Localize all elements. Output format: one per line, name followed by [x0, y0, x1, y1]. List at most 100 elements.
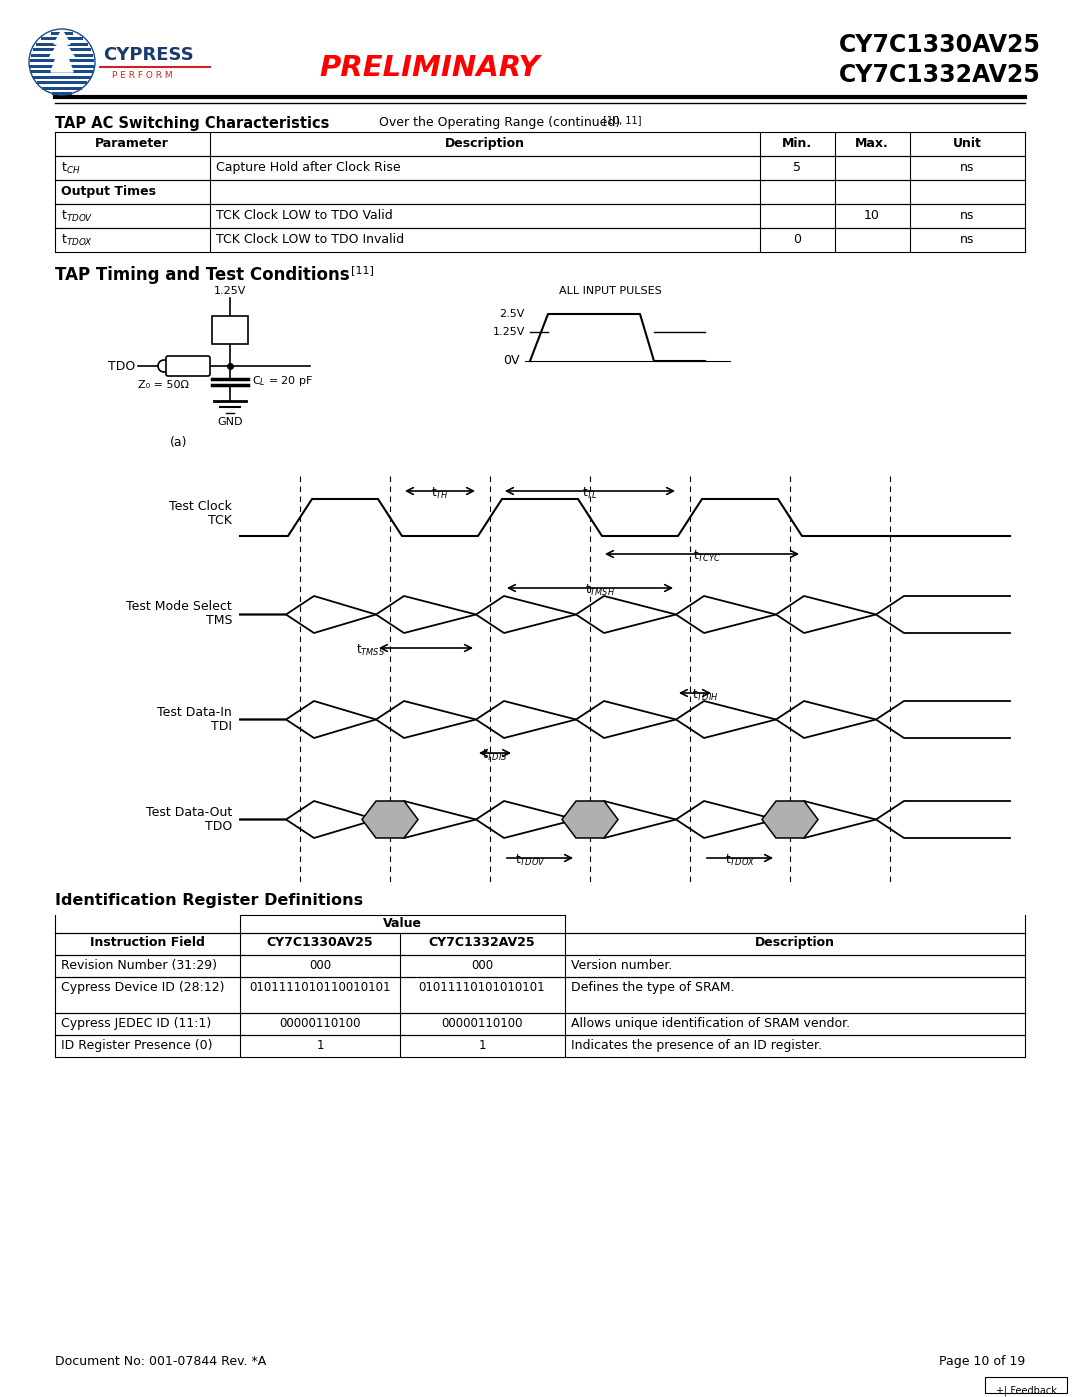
Text: P E R F O R M: P E R F O R M [112, 70, 173, 80]
Text: GND: GND [217, 416, 243, 427]
Text: Test Clock: Test Clock [170, 500, 232, 514]
Bar [37, 42, 87, 46]
Text: t$_{TDOX}$: t$_{TDOX}$ [60, 233, 93, 249]
Text: t$_{TCYC}$: t$_{TCYC}$ [693, 549, 721, 564]
Text: Capture Hold after Clock Rise: Capture Hold after Clock Rise [216, 161, 401, 175]
Text: CYPRESS: CYPRESS [103, 46, 193, 64]
Bar [51, 32, 73, 35]
Text: Description: Description [755, 936, 835, 949]
Text: Cypress JEDEC ID (11:1): Cypress JEDEC ID (11:1) [60, 1017, 212, 1030]
Polygon shape [562, 800, 618, 838]
Polygon shape [762, 800, 818, 838]
Polygon shape [362, 800, 418, 838]
Text: 2.5V: 2.5V [500, 309, 525, 319]
Text: t$_{TH}$: t$_{TH}$ [431, 486, 449, 502]
Text: 0V: 0V [503, 355, 519, 367]
Text: 1.25V: 1.25V [214, 286, 246, 296]
Text: Instruction Field: Instruction Field [90, 936, 204, 949]
Text: CY7C1330AV25: CY7C1330AV25 [839, 34, 1041, 57]
Bar [31, 53, 93, 56]
Text: 01011110101010101: 01011110101010101 [419, 981, 545, 995]
Text: ns: ns [960, 210, 974, 222]
Text: Document No: 001-07844 Rev. *A: Document No: 001-07844 Rev. *A [55, 1355, 267, 1368]
Text: Cypress Device ID (28:12): Cypress Device ID (28:12) [60, 981, 225, 995]
Text: 1.25V: 1.25V [492, 327, 525, 337]
Bar [30, 64, 94, 67]
Text: PRELIMINARY: PRELIMINARY [320, 54, 540, 82]
Text: CY7C1332AV25: CY7C1332AV25 [429, 936, 536, 949]
Text: (a): (a) [170, 436, 188, 448]
Text: Version number.: Version number. [571, 958, 673, 972]
Text: Min.: Min. [782, 137, 812, 149]
Text: t$_{TMSS}$: t$_{TMSS}$ [356, 643, 386, 658]
Text: [11]: [11] [351, 265, 374, 275]
Text: Identification Register Definitions: Identification Register Definitions [55, 893, 363, 908]
Text: t$_{TDIH}$: t$_{TDIH}$ [692, 687, 718, 703]
Text: CY7C1332AV25: CY7C1332AV25 [839, 63, 1041, 87]
Text: t$_{TDIS}$: t$_{TDIS}$ [483, 747, 508, 763]
Text: Defines the type of SRAM.: Defines the type of SRAM. [571, 981, 734, 995]
Text: TCK Clock LOW to TDO Valid: TCK Clock LOW to TDO Valid [216, 210, 393, 222]
Text: 000: 000 [471, 958, 494, 972]
Text: Description: Description [445, 137, 525, 149]
Text: Page 10 of 19: Page 10 of 19 [939, 1355, 1025, 1368]
Text: Value: Value [382, 916, 421, 930]
Text: Revision Number (31:29): Revision Number (31:29) [60, 958, 217, 972]
Text: 00000110100: 00000110100 [442, 1017, 523, 1030]
Bar [52, 92, 71, 95]
Text: TCK: TCK [208, 514, 232, 528]
Text: C$_L$ = 20 pF: C$_L$ = 20 pF [252, 374, 313, 388]
Text: ns: ns [960, 161, 974, 175]
Bar [31, 70, 93, 73]
Text: t$_{CH}$: t$_{CH}$ [60, 161, 81, 176]
Text: t$_{TDOX}$: t$_{TDOX}$ [725, 854, 755, 868]
Text: t$_{TL}$: t$_{TL}$ [582, 486, 598, 502]
Text: CY7C1330AV25: CY7C1330AV25 [267, 936, 374, 949]
Text: TMS: TMS [205, 615, 232, 627]
Text: Indicates the presence of an ID register.: Indicates the presence of an ID register… [571, 1039, 822, 1052]
Bar [37, 81, 87, 84]
Text: 00000110100: 00000110100 [280, 1017, 361, 1030]
Text: 000: 000 [309, 958, 332, 972]
Text: TCK Clock LOW to TDO Invalid: TCK Clock LOW to TDO Invalid [216, 233, 404, 246]
Text: Allows unique identification of SRAM vendor.: Allows unique identification of SRAM ven… [571, 1017, 850, 1030]
Text: 10: 10 [864, 210, 880, 222]
Bar [42, 87, 82, 89]
Text: Test Data-In: Test Data-In [158, 705, 232, 718]
Text: Output Times: Output Times [60, 184, 156, 198]
Bar [30, 59, 94, 61]
Bar [33, 47, 91, 52]
Text: 1: 1 [478, 1039, 486, 1052]
Text: ns: ns [960, 233, 974, 246]
Text: 0: 0 [793, 233, 801, 246]
Text: 0101111010110010101: 0101111010110010101 [249, 981, 391, 995]
Text: t$_{TDOV}$: t$_{TDOV}$ [515, 854, 545, 868]
Text: Unit: Unit [953, 137, 982, 149]
Text: TAP AC Switching Characteristics: TAP AC Switching Characteristics [55, 116, 329, 131]
Text: TDO: TDO [108, 359, 135, 373]
Text: [10, 11]: [10, 11] [603, 115, 642, 124]
Text: Test Mode Select: Test Mode Select [126, 601, 232, 613]
Text: Max.: Max. [855, 137, 889, 149]
Text: ALL INPUT PULSES: ALL INPUT PULSES [558, 286, 661, 296]
Bar [41, 36, 82, 41]
Text: 5: 5 [793, 161, 801, 175]
Text: Parameter: Parameter [95, 137, 168, 149]
Bar [212, 316, 248, 344]
Text: 50Ω: 50Ω [219, 326, 241, 335]
Bar [33, 75, 91, 78]
Text: Z₀ = 50Ω: Z₀ = 50Ω [138, 380, 189, 390]
FancyBboxPatch shape [985, 1377, 1067, 1393]
Text: +| Feedback: +| Feedback [996, 1386, 1056, 1397]
Text: t$_{TDOV}$: t$_{TDOV}$ [60, 210, 94, 224]
Polygon shape [49, 29, 75, 73]
FancyBboxPatch shape [166, 356, 210, 376]
Text: TDO: TDO [205, 820, 232, 833]
Text: t$_{TMSH}$: t$_{TMSH}$ [585, 583, 615, 598]
Text: TDI: TDI [211, 719, 232, 732]
Text: Over the Operating Range (continued): Over the Operating Range (continued) [375, 116, 620, 129]
Text: TAP Timing and Test Conditions: TAP Timing and Test Conditions [55, 265, 350, 284]
Text: ID Register Presence (0): ID Register Presence (0) [60, 1039, 213, 1052]
Text: Test Data-Out: Test Data-Out [146, 806, 232, 819]
Text: 1: 1 [316, 1039, 324, 1052]
